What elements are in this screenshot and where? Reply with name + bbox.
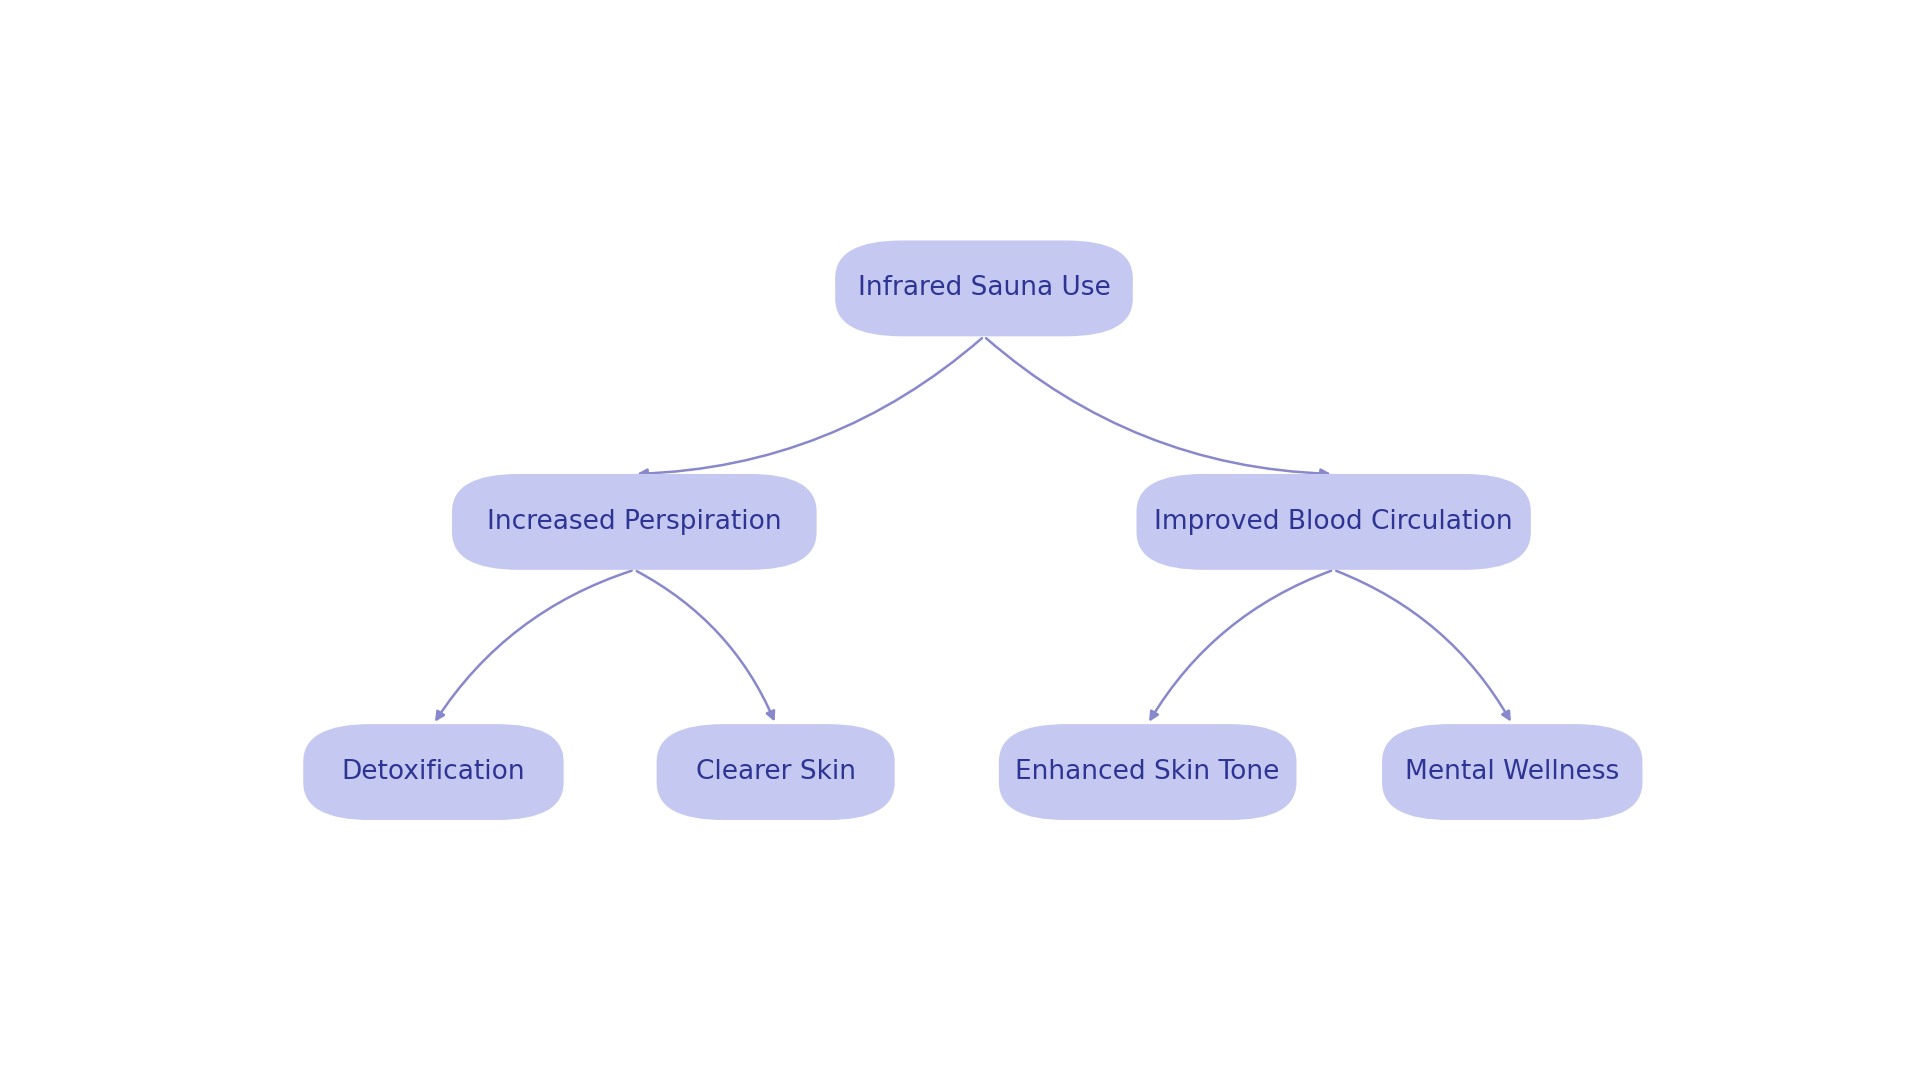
FancyBboxPatch shape (835, 240, 1133, 337)
FancyBboxPatch shape (451, 474, 816, 570)
Text: Mental Wellness: Mental Wellness (1405, 759, 1619, 785)
Text: Clearer Skin: Clearer Skin (695, 759, 856, 785)
Text: Infrared Sauna Use: Infrared Sauna Use (858, 275, 1110, 301)
Text: Enhanced Skin Tone: Enhanced Skin Tone (1016, 759, 1281, 785)
FancyBboxPatch shape (657, 725, 895, 820)
FancyBboxPatch shape (1382, 725, 1642, 820)
Text: Increased Perspiration: Increased Perspiration (488, 509, 781, 535)
Text: Detoxification: Detoxification (342, 759, 526, 785)
FancyBboxPatch shape (1137, 474, 1530, 570)
FancyBboxPatch shape (998, 725, 1296, 820)
Text: Improved Blood Circulation: Improved Blood Circulation (1154, 509, 1513, 535)
FancyBboxPatch shape (303, 725, 564, 820)
